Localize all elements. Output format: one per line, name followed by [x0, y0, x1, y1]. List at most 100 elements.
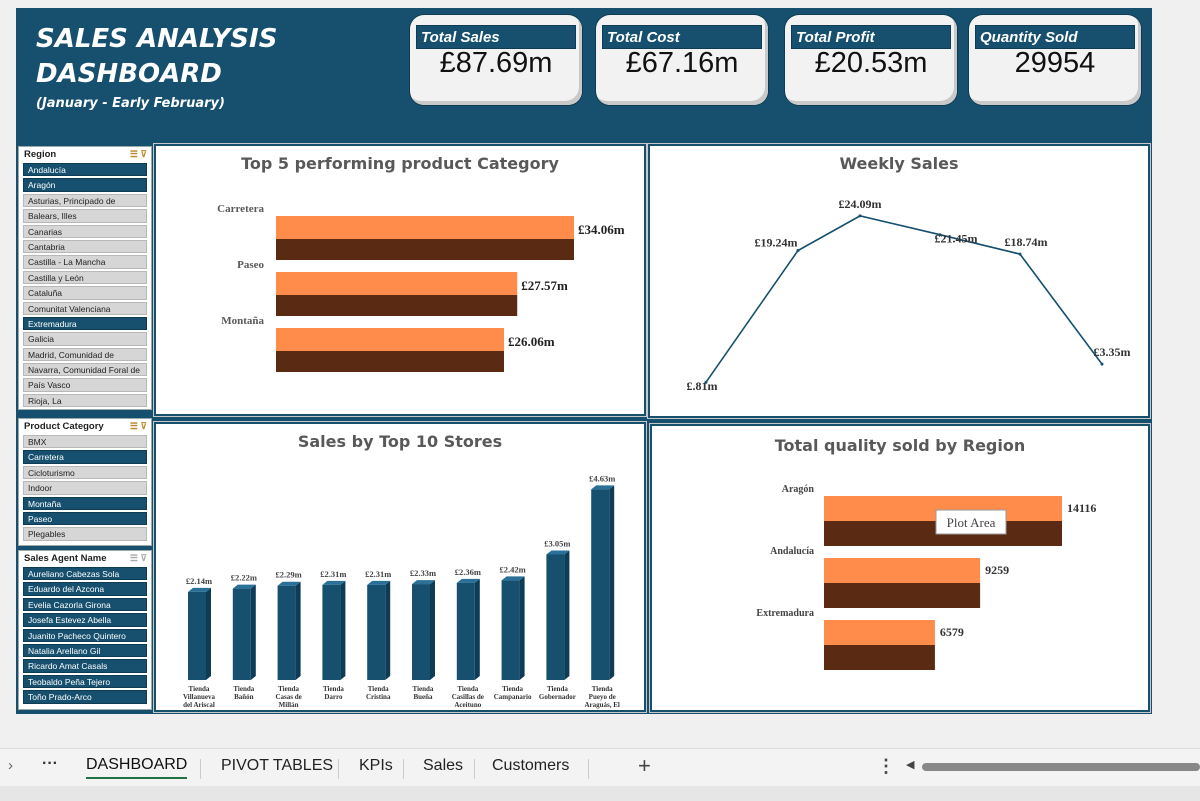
region-slicer[interactable]: Region ☰ ⊽ Andalucía Aragón Asturias, Prin… — [18, 146, 152, 410]
data-label: £.81m — [687, 379, 718, 393]
slicer-item[interactable]: Natalia Arellano Gil — [23, 643, 147, 658]
slicer-item[interactable]: Carretera — [23, 450, 147, 464]
multi-select-icon[interactable]: ☰ — [129, 553, 138, 563]
weekly-sales-chart[interactable]: Weekly Sales £.81m £19.24m £24.09m £21.45m £… — [647, 143, 1151, 419]
tick-label: Tienda — [592, 685, 613, 693]
data-label: £24.09m — [839, 197, 882, 211]
bar-lower — [276, 351, 505, 372]
slicer-item[interactable]: Balears, Illes — [23, 209, 147, 223]
slicer-item[interactable]: Galicia — [23, 332, 147, 346]
top10-stores-chart[interactable]: Sales by Top 10 Stores £2.14m Tienda Villa… — [153, 421, 647, 713]
tab-label: DASHBOARD — [86, 756, 188, 773]
data-label: £18.74m — [1005, 235, 1048, 249]
slicer-item[interactable]: Indoor — [23, 481, 147, 495]
slicer-item[interactable]: Aureliano Cabezas Sola — [23, 567, 147, 581]
bar-upper — [824, 558, 981, 583]
plus-icon[interactable]: + — [638, 753, 651, 778]
slicer-item[interactable]: Canarias — [23, 224, 147, 238]
multi-select-icon[interactable]: ☰ — [129, 149, 138, 159]
bar — [188, 591, 206, 680]
slicer-item[interactable]: Castilla - La Mancha — [23, 255, 147, 269]
slicer-item[interactable]: BMX — [23, 435, 147, 449]
tick-label: Casas de — [275, 693, 301, 701]
scroll-left-icon[interactable]: ◀ — [906, 759, 915, 771]
slicer-item[interactable]: Castilla y León — [23, 270, 147, 285]
category-label: Carretera — [217, 203, 264, 215]
top5-category-chart[interactable]: Top 5 performing product Category Carret… — [153, 143, 647, 417]
bar-top — [322, 580, 346, 585]
slicer-item[interactable]: Aragón — [23, 178, 147, 192]
chart-title: Sales by Top 10 Stores — [297, 432, 503, 451]
vertical-ellipsis-icon[interactable]: ⋮ — [877, 756, 895, 776]
tick-label: Bueña — [413, 693, 433, 701]
slicer-item[interactable]: País Vasco — [23, 378, 147, 392]
slicer-item[interactable]: Juanito Pacheco Quintero — [23, 628, 147, 642]
slicer-item[interactable]: Eduardo del Azcona — [23, 582, 147, 596]
data-label: 6579 — [940, 625, 964, 639]
tick-label: Tienda — [502, 685, 523, 693]
weekly-chart-svg: £.81m £19.24m £24.09m £21.45m £18.74m £3.35m — [687, 197, 1131, 393]
kpi-total-sales[interactable]: Total Sales £87.69m — [410, 15, 582, 105]
slicer-item[interactable]: Teobaldo Peña Tejero — [23, 674, 147, 689]
dashboard-canvas: SALES ANALYSIS DASHBOARD (January - Earl… — [16, 8, 1152, 714]
slicer-item[interactable]: Extremadura — [23, 316, 147, 331]
tick-label: Aceituno — [454, 701, 481, 709]
horizontal-scrollbar[interactable]: ◀ — [902, 759, 1200, 774]
bar-side — [609, 485, 615, 680]
bar — [277, 585, 296, 680]
tick-label: del Ariscal — [183, 701, 215, 709]
chevron-right-icon[interactable]: › — [8, 757, 13, 774]
data-label: £2.14m — [186, 576, 212, 586]
chart-title: Top 5 performing product Category — [241, 154, 559, 173]
kpi-quantity-sold[interactable]: Quantity Sold 29954 — [969, 15, 1141, 105]
slicer-item[interactable]: Toño Prado-Arco — [23, 690, 147, 704]
slicer-item[interactable]: Plegables — [23, 527, 147, 541]
bar-top — [591, 485, 615, 490]
slicer-item[interactable]: Rioja, La — [23, 393, 147, 408]
bar-top — [232, 584, 256, 589]
scrollbar-thumb[interactable] — [922, 763, 1200, 771]
region-quantity-chart[interactable]: Total quality sold by Region Aragón 14116… — [649, 423, 1151, 713]
slicer-item[interactable]: Evelia Cazorla Girona — [23, 597, 147, 612]
slicer-item[interactable]: Cicloturismo — [23, 465, 147, 480]
bar-side — [340, 580, 346, 680]
data-label: £21.45m — [935, 232, 978, 246]
tab-kpis[interactable]: KPIs — [359, 757, 393, 774]
slicer-item[interactable]: Madrid, Comunidad de — [23, 347, 147, 362]
data-point — [938, 233, 942, 237]
bar-top — [456, 578, 480, 583]
slicer-item[interactable]: Montaña — [23, 496, 147, 510]
data-point — [1100, 362, 1104, 366]
slicer-item[interactable]: Navarra, Comunidad Foral de — [23, 363, 147, 377]
sales-agent-slicer[interactable]: Sales Agent Name ☰ ⊽ Aureliano Cabezas S… — [18, 550, 152, 710]
slicer-item[interactable]: Josefa Estevez Abella — [23, 613, 147, 627]
slicer-item[interactable]: Andalucía — [23, 163, 147, 177]
slicer-item[interactable]: Comunitat Valenciana — [23, 301, 147, 315]
data-point — [1018, 252, 1022, 256]
tab-pivot-tables[interactable]: PIVOT TABLES — [221, 757, 334, 774]
tab-divider — [474, 759, 475, 779]
clear-filter-icon[interactable]: ⊽ — [140, 421, 147, 431]
data-label: £19.24m — [755, 236, 798, 250]
kpi-total-profit[interactable]: Total Profit £20.53m — [785, 15, 957, 105]
kpi-total-cost[interactable]: Total Cost £67.16m — [596, 15, 768, 105]
slicer-item[interactable]: Cataluña — [23, 286, 147, 300]
product-category-slicer[interactable]: Product Category ☰ ⊽ BMX Carretera Ciclotu… — [18, 418, 152, 546]
bar-top — [546, 550, 570, 555]
tab-sales[interactable]: Sales — [423, 757, 464, 774]
slicer-item[interactable]: Asturias, Principado de — [23, 193, 147, 208]
clear-filter-icon[interactable]: ⊽ — [140, 553, 147, 563]
bar — [591, 489, 610, 680]
multi-select-icon[interactable]: ☰ — [129, 421, 138, 431]
slicer-item[interactable]: Cantabria — [23, 239, 147, 254]
slicer-item[interactable]: Paseo — [23, 511, 147, 526]
bar — [367, 584, 386, 680]
tick-label: Darro — [324, 693, 343, 701]
clear-filter-icon[interactable]: ⊽ — [140, 149, 147, 159]
slicer-item[interactable]: Ricardo Amat Casals — [23, 659, 147, 673]
ellipsis-icon[interactable]: ··· — [42, 755, 58, 772]
tick-label: Villanueva — [183, 693, 216, 701]
tab-dashboard[interactable]: DASHBOARD — [86, 756, 188, 779]
tab-customers[interactable]: Customers — [492, 757, 570, 774]
